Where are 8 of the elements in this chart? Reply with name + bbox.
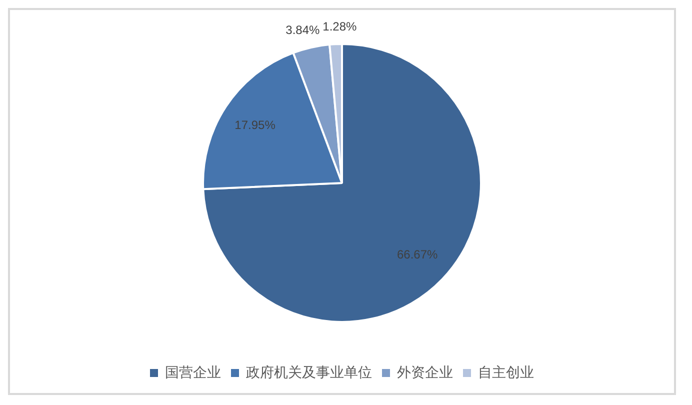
data-label: 1.28% [322,19,358,34]
data-label: 66.67% [396,247,438,262]
data-label: 17.95% [234,118,276,132]
legend-label: 自主创业 [478,364,534,380]
legend-label: 国营企业 [165,364,221,380]
data-label: 3.84% [286,23,320,38]
legend-label: 政府机关及事业单位 [246,364,372,380]
legend-label: 外资企业 [397,364,453,380]
